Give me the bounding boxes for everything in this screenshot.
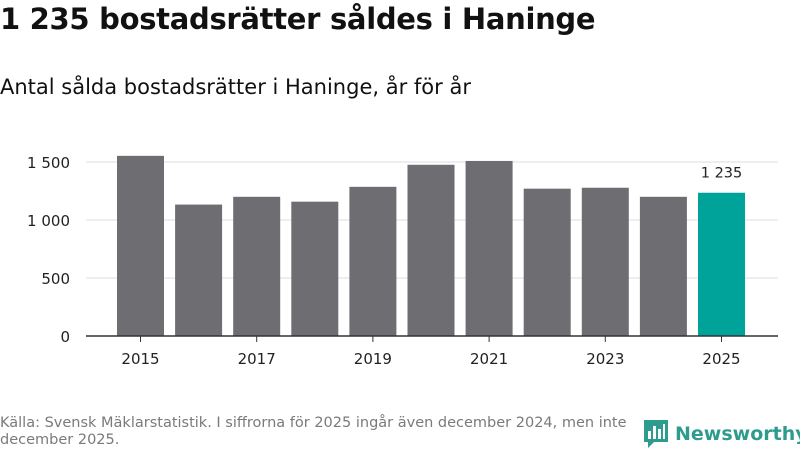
x-axis-ticks: 2015 2017 2019 2021 2023 2025 — [121, 336, 741, 368]
data-labels: 1 235 — [701, 166, 743, 182]
bar-2017 — [233, 196, 281, 336]
bar-2025 — [698, 192, 745, 336]
bar-2021 — [465, 160, 513, 336]
x-tick-label: 2017 — [238, 350, 276, 368]
highlight-value-label: 1 235 — [701, 166, 743, 182]
chart-subtitle: Antal sålda bostadsrätter i Haninge, år … — [0, 75, 471, 99]
x-tick-label: 2019 — [354, 350, 392, 368]
bar-2023 — [581, 187, 629, 336]
bar-2022 — [523, 188, 571, 336]
bar-2016 — [175, 204, 223, 336]
chart-title: 1 235 bostadsrätter såldes i Haninge — [0, 2, 596, 36]
y-tick-label: 1 000 — [27, 212, 70, 230]
y-tick-label: 1 500 — [27, 154, 70, 172]
bar-2015 — [117, 155, 164, 336]
bar-chart-icon — [644, 420, 668, 448]
y-tick-label: 500 — [41, 270, 70, 288]
x-tick-label: 2015 — [121, 350, 159, 368]
y-tick-label: 0 — [60, 328, 70, 346]
source-note: Källa: Svensk Mäklarstatistik. I siffror… — [0, 415, 627, 448]
x-tick-label: 2021 — [470, 350, 508, 368]
x-tick-label: 2025 — [702, 350, 740, 368]
bar-2024 — [639, 196, 687, 336]
bars — [117, 155, 745, 336]
bar-2019 — [349, 186, 397, 336]
bar-2018 — [291, 201, 339, 336]
y-axis-tick-labels: 0 500 1 000 1 500 — [27, 154, 70, 346]
bar-2020 — [407, 164, 455, 336]
x-tick-label: 2023 — [586, 350, 624, 368]
brand-logo: Newsworthy — [644, 419, 800, 449]
brand-name: Newsworthy — [675, 423, 800, 445]
